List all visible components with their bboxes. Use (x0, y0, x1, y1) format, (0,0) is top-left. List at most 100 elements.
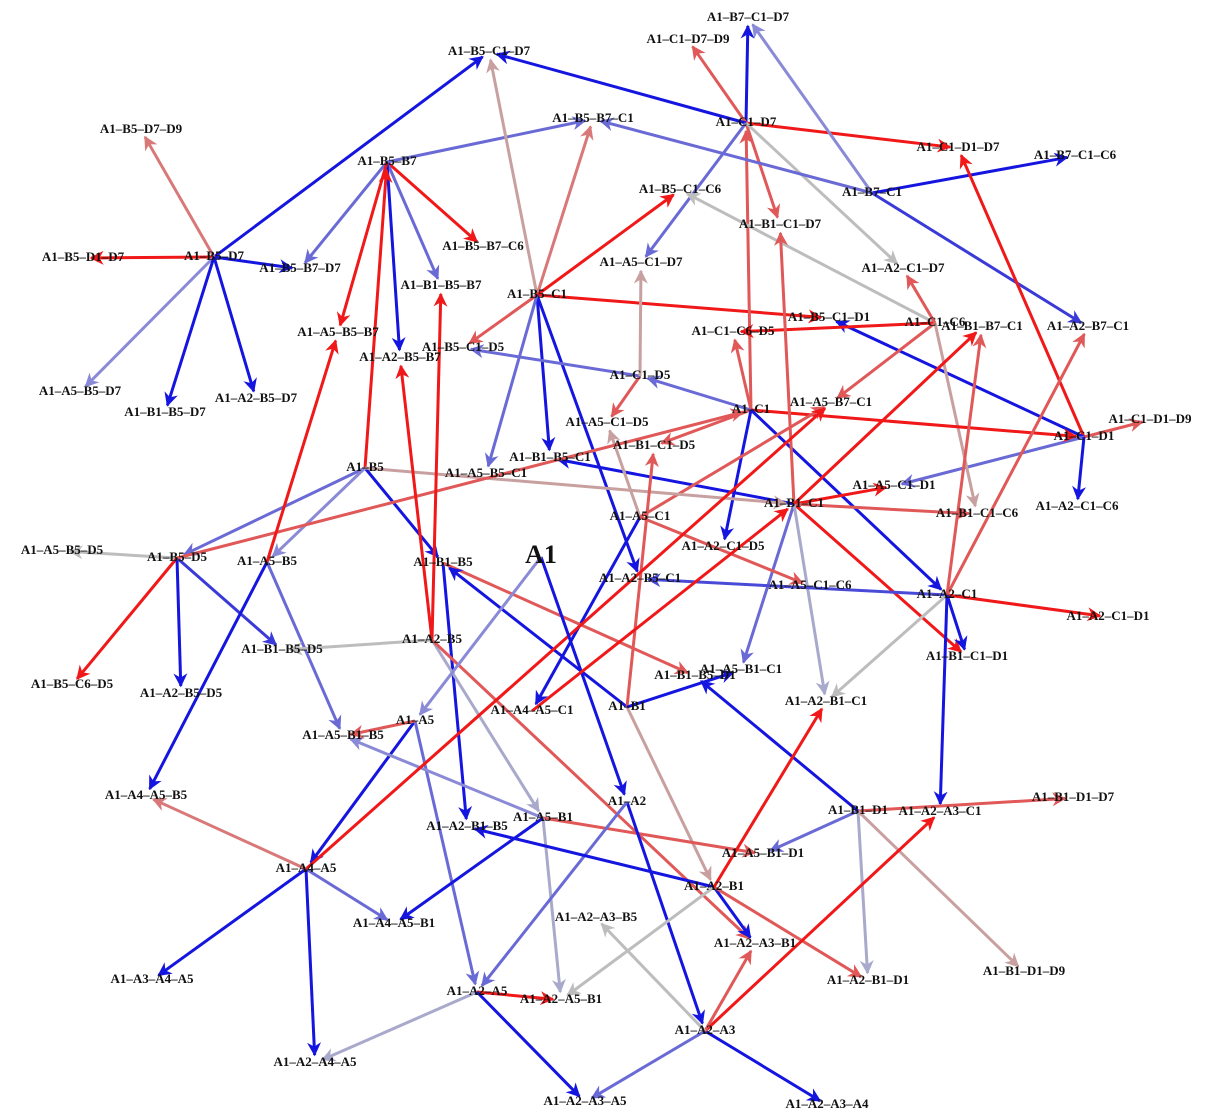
edge (539, 556, 627, 796)
edge (700, 679, 859, 813)
node-label: A1–B1–C1 (764, 495, 824, 510)
edge (856, 809, 1020, 968)
node-label: A1–B1–B5 (413, 554, 473, 569)
edge (534, 516, 642, 706)
edge (599, 117, 873, 195)
edge (271, 466, 367, 558)
edge (1072, 436, 1087, 501)
node-label: A1–B5–C1 (507, 286, 567, 301)
node-label: A1–A2–B5–B7 (359, 349, 441, 364)
node-label: A1–A5–B1–D1 (722, 845, 804, 860)
node-label: A1–C1–D7 (716, 114, 777, 129)
edge (309, 720, 417, 864)
node-label: A1–C1–D1 (1054, 428, 1115, 443)
node-label: A1–A5–C1–D5 (565, 414, 649, 429)
node-label: A1–A3–A4–A5 (110, 971, 194, 986)
edge (305, 867, 389, 922)
edge (793, 482, 888, 506)
edge (536, 193, 675, 297)
edge (542, 816, 757, 858)
edge (265, 339, 339, 563)
edge (531, 507, 789, 713)
edge (610, 375, 642, 418)
edge (148, 561, 269, 791)
node-label: A1–A5–B1–C1 (700, 661, 782, 676)
edge (213, 55, 484, 259)
node-label: A1–A2–B1 (684, 878, 744, 893)
edge (288, 638, 433, 656)
node-label: A1–A2–C1–D1 (1066, 608, 1149, 623)
edge (386, 160, 479, 243)
edge (143, 135, 216, 258)
edge (745, 121, 952, 153)
edge (730, 338, 753, 411)
edge (639, 405, 826, 519)
node-label: A1–A4–A5 (276, 860, 337, 875)
edge (905, 274, 937, 324)
edge (739, 321, 936, 339)
edge (305, 407, 827, 871)
node-label: A1–C1–D5 (610, 367, 671, 382)
edge (720, 409, 753, 541)
node-label: A1–B1–C1–D7 (739, 216, 822, 231)
node-label: A1–B1–D1 (828, 802, 888, 817)
edge (625, 706, 712, 882)
edge (774, 231, 796, 505)
node-label: A1–A5–C1–C6 (768, 577, 852, 592)
edge (836, 321, 936, 400)
node-label: A1–A4–A5–B5 (105, 787, 188, 802)
edge (535, 294, 640, 573)
edge (475, 990, 581, 1098)
edge (399, 816, 544, 921)
node-label: A1–C1–D7–D9 (646, 31, 730, 46)
edge (486, 58, 539, 296)
node-label: A1–A2–A3–C1 (898, 803, 981, 818)
edge (176, 556, 278, 646)
node-label: A1–A5 (396, 712, 435, 727)
edge (535, 294, 556, 452)
node-label: A1–C1–C6 (905, 314, 966, 329)
node-label: A1–A2–B1–D1 (827, 972, 909, 987)
node-label: A1–A2–B5–C1 (599, 570, 681, 585)
node-label: A1–A4–A5–B1 (353, 915, 435, 930)
edge (484, 294, 539, 468)
node-label: A1–A2 (608, 793, 646, 808)
node-label: A1–A5–B5–B7 (297, 324, 379, 339)
edge (751, 23, 874, 194)
node-label: A1–B5–C1–C6 (639, 181, 722, 196)
node-label: A1–B5–C1–D5 (422, 339, 505, 354)
node-label: A1–B7–C1–C6 (1034, 147, 1117, 162)
edge (265, 561, 342, 730)
node-label: A1–B5–B7–C1 (552, 110, 634, 125)
node-label: A1–B5–D1–D7 (42, 249, 125, 264)
node-label: A1–A5–B5–D7 (39, 383, 122, 398)
node-label: A1–B1–B5–B7 (401, 277, 482, 292)
edge (744, 121, 899, 265)
edge (556, 454, 795, 506)
edge (441, 562, 473, 821)
node-label: A1–B7–C1 (842, 184, 902, 199)
node-label: A1–A2–B5–D7 (215, 390, 298, 405)
node-label: A1–B5–C6–D5 (31, 676, 114, 691)
edge (712, 707, 824, 888)
edge (535, 125, 594, 296)
edge (176, 408, 745, 560)
node-label: A1–A5–C1–D1 (852, 477, 935, 492)
edge (749, 408, 943, 591)
edge (633, 269, 648, 377)
edge (644, 122, 748, 258)
edge (740, 24, 755, 124)
node-label: A1–A2–A3–B1 (714, 935, 796, 950)
edge (363, 467, 440, 558)
edge (685, 192, 936, 325)
node-label: A1–A5–B5–C1 (445, 465, 527, 480)
edge (84, 255, 216, 388)
node-label: A1–A2–A4–A5 (273, 1054, 357, 1069)
edge (600, 922, 707, 1033)
node-label: A1–B5–B7 (357, 153, 417, 168)
node-label: A1–A2–A3–A4 (785, 1096, 869, 1111)
edge (385, 161, 406, 352)
edge (448, 566, 628, 709)
edge (769, 809, 859, 853)
